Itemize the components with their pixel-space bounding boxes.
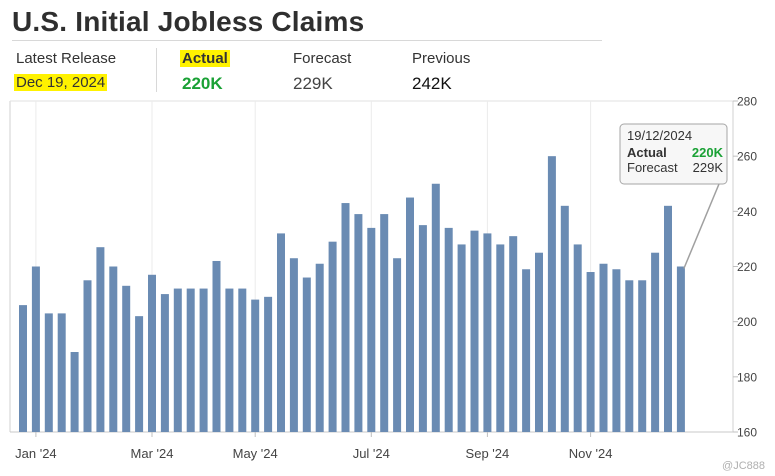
tooltip-actual-label: Actual <box>627 145 667 160</box>
bar <box>625 280 634 432</box>
bar <box>264 296 273 432</box>
bar <box>96 247 105 432</box>
bar <box>173 288 182 432</box>
bar <box>251 299 260 432</box>
tooltip-forecast-label: Forecast <box>627 160 678 175</box>
bar <box>19 305 27 432</box>
bar <box>70 352 79 432</box>
bar <box>664 205 672 432</box>
bar <box>651 252 660 432</box>
x-tick-label: Sep '24 <box>466 446 510 461</box>
bar <box>277 233 285 432</box>
bar <box>612 269 621 432</box>
bar <box>393 258 402 432</box>
stats-divider <box>156 48 157 92</box>
bar <box>57 313 66 432</box>
y-tick-label: 260 <box>737 150 757 164</box>
bar <box>586 272 595 432</box>
x-tick-label: Nov '24 <box>569 446 613 461</box>
bar <box>225 288 234 432</box>
bar <box>573 244 582 432</box>
bar <box>444 227 453 432</box>
latest-release-label: Latest Release <box>16 50 117 67</box>
page-title: U.S. Initial Jobless Claims <box>12 6 365 37</box>
bar <box>135 316 144 432</box>
tooltip-leader-line <box>683 183 720 269</box>
tooltip-actual-value: 220K <box>692 145 724 160</box>
bar <box>431 183 440 432</box>
y-tick-label: 180 <box>737 370 757 384</box>
bar <box>199 288 208 432</box>
bar <box>547 156 556 432</box>
watermark: @JC888 <box>722 460 765 472</box>
bar <box>483 233 492 432</box>
bar <box>457 244 466 432</box>
bar <box>638 280 647 432</box>
latest-release-date: Dec 19, 2024 <box>14 74 108 91</box>
bar <box>599 263 608 432</box>
y-tick-label: 200 <box>737 315 757 329</box>
chart-bars <box>19 156 685 432</box>
bar <box>315 263 324 432</box>
forecast-block: Forecast 229K <box>291 50 353 94</box>
forecast-value: 229K <box>293 74 333 93</box>
bar <box>354 214 363 432</box>
latest-release-block: Latest Release Dec 19, 2024 <box>14 50 118 92</box>
bar <box>406 197 414 432</box>
x-tick-label: Mar '24 <box>131 446 174 461</box>
bar <box>418 225 427 432</box>
x-tick-label: Jan '24 <box>15 446 57 461</box>
bar <box>535 252 543 432</box>
bar <box>289 258 298 432</box>
bar <box>109 266 118 432</box>
actual-label: Actual <box>180 50 230 67</box>
tooltip-date: 19/12/2024 <box>627 128 692 143</box>
x-tick-label: May '24 <box>233 446 278 461</box>
bar <box>212 260 221 432</box>
bar <box>560 205 569 432</box>
bar <box>44 313 53 432</box>
x-tick-label: Jul '24 <box>353 446 390 461</box>
tooltip-box <box>619 123 728 185</box>
bar <box>676 266 685 432</box>
y-axis: 160 180 200 220 240 260 280 <box>733 95 757 440</box>
y-tick-label: 240 <box>737 205 757 219</box>
previous-value: 242K <box>412 74 452 93</box>
chart-tooltip: 19/12/2024 Actual 220K Forecast 229K <box>619 123 728 269</box>
y-tick-label: 220 <box>737 260 757 274</box>
bar <box>496 244 505 432</box>
bar <box>160 294 169 432</box>
bar <box>509 236 518 432</box>
tooltip-forecast-value: 229K <box>693 160 724 175</box>
bar <box>470 230 479 432</box>
title-divider <box>12 40 602 41</box>
bar <box>367 227 376 432</box>
actual-value: 220K <box>182 74 223 93</box>
forecast-label: Forecast <box>293 50 352 67</box>
bar <box>380 214 389 432</box>
bar <box>31 266 40 432</box>
bar <box>148 274 156 432</box>
previous-block: Previous 242K <box>410 50 472 94</box>
bar <box>302 277 311 432</box>
bar <box>83 280 92 432</box>
bar <box>238 288 247 432</box>
y-tick-label: 160 <box>737 426 757 440</box>
previous-label: Previous <box>412 50 471 67</box>
x-axis: Jan '24 Mar '24 May '24 Jul '24 Sep '24 Nov '… <box>15 432 612 461</box>
bar <box>328 241 337 432</box>
y-tick-label: 280 <box>737 95 757 109</box>
bar <box>186 288 195 432</box>
bar <box>122 285 131 432</box>
bar <box>341 203 350 432</box>
actual-block: Actual 220K <box>180 50 230 94</box>
bar <box>522 269 531 432</box>
